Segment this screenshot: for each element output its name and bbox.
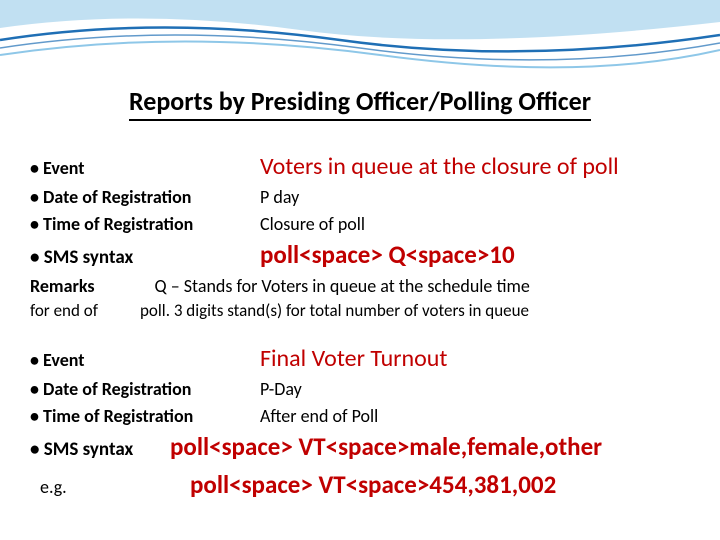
section-queue: Event Voters in queue at the closure of … [30, 151, 690, 323]
sms-label: SMS syntax [30, 245, 260, 271]
event-value: Voters in queue at the closure of poll [260, 151, 619, 183]
event-value-2: Final Voter Turnout [260, 343, 447, 375]
eg-label: e.g. [30, 475, 150, 499]
time-value-2: After end of Poll [260, 404, 378, 428]
time-label-2: Time of Registration [30, 404, 260, 428]
event-label: Event [30, 156, 260, 180]
forend-label: for end of [30, 300, 140, 323]
slide-title: Reports by Presiding Officer/Polling Off… [129, 85, 591, 121]
date-label-2: Date of Registration [30, 377, 260, 401]
time-label: Time of Registration [30, 212, 260, 236]
date-value-2: P-Day [260, 377, 302, 401]
eg-value: poll<space> VT<space>454,381,002 [190, 468, 556, 502]
remarks-q: Q – Stands for Voters in queue at the sc… [155, 274, 530, 298]
date-label: Date of Registration [30, 185, 260, 209]
slide-content: Reports by Presiding Officer/Polling Off… [0, 0, 720, 539]
sms-value-2: poll<space> VT<space>male,female,other [170, 430, 602, 464]
section-turnout: Event Final Voter Turnout Date of Regist… [30, 343, 690, 501]
sms-label-2: SMS syntax [30, 437, 170, 463]
remarks-label: Remarks [30, 274, 95, 298]
event-label-2: Event [30, 348, 260, 372]
date-value: P day [260, 185, 299, 209]
sms-value: poll<space> Q<space>10 [260, 238, 515, 272]
time-value: Closure of poll [260, 212, 365, 236]
forend-value: poll. 3 digits stand(s) for total number… [140, 300, 529, 323]
